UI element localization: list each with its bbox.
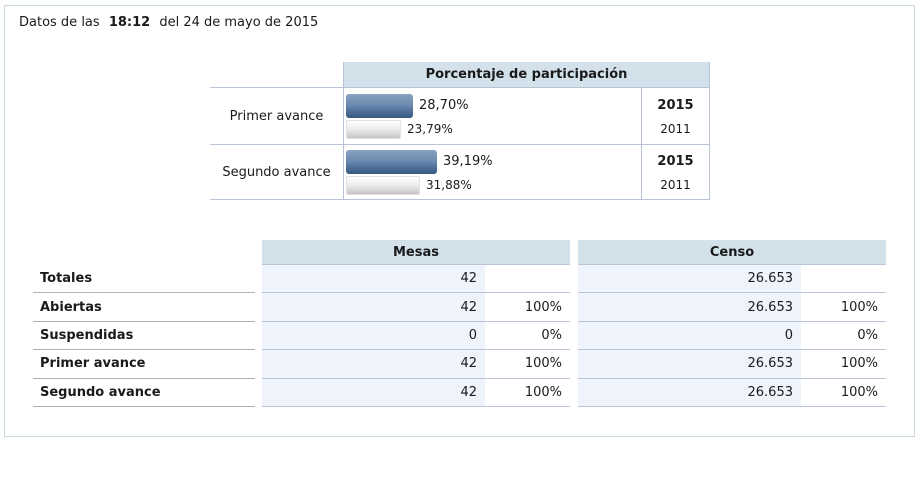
mesas-value: 0 xyxy=(262,321,485,351)
table-row: 42 100% xyxy=(262,350,570,379)
mesas-pct xyxy=(485,265,570,294)
mesas-pct: 100% xyxy=(485,350,570,379)
mesas-header: Mesas xyxy=(262,240,570,265)
year-2015-label: 2015 xyxy=(657,154,694,169)
bar-2011 xyxy=(346,119,401,139)
participation-bars: 39,19% 31,88% xyxy=(343,145,642,200)
censo-value: 26.653 xyxy=(578,350,801,379)
mesas-pct: 100% xyxy=(485,378,570,407)
table-row: 42 100% xyxy=(262,293,570,322)
censo-pct: 100% xyxy=(801,350,886,379)
mesas-value: 42 xyxy=(262,293,485,322)
bar-2015 xyxy=(346,149,437,174)
bar-value-2015: 39,19% xyxy=(443,154,493,169)
row-label-segundo-avance: Segundo avance xyxy=(33,379,255,407)
censo-pct: 0% xyxy=(801,321,886,351)
censo-value: 26.653 xyxy=(578,265,801,294)
table-row: 26.653 100% xyxy=(578,378,886,407)
row-label-totales: Totales xyxy=(33,265,255,294)
participation-row-segundo: Segundo avance 39,19% 31,88% 2015 2011 xyxy=(210,145,710,200)
censo-value: 26.653 xyxy=(578,378,801,407)
timestamp-prefix: Datos de las xyxy=(19,15,100,30)
table-row: 42 xyxy=(262,265,570,294)
bar-value-2011: 31,88% xyxy=(426,178,472,192)
timestamp-suffix: del 24 de mayo de 2015 xyxy=(159,15,319,30)
row-label-primer-avance: Primer avance xyxy=(33,350,255,379)
data-timestamp-line: Datos de las 18:12 del 24 de mayo de 201… xyxy=(19,15,318,30)
summary-row-labels: Totales Abiertas Suspendidas Primer avan… xyxy=(33,265,255,407)
table-row: 0 0% xyxy=(262,321,570,351)
censo-table: Censo 26.653 26.653 100% 0 0% 26.653 100… xyxy=(578,240,886,407)
censo-value: 26.653 xyxy=(578,293,801,322)
mesas-table: Mesas 42 42 100% 0 0% 42 100% 42 100% xyxy=(262,240,570,407)
mesas-pct: 100% xyxy=(485,293,570,322)
participation-row-primer: Primer avance 28,70% 23,79% 2015 2011 xyxy=(210,88,710,145)
results-panel: Datos de las 18:12 del 24 de mayo de 201… xyxy=(4,5,915,437)
participation-year-cell: 2015 2011 xyxy=(642,145,710,200)
censo-pct xyxy=(801,265,886,294)
bar-line-2015: 28,70% xyxy=(346,93,641,118)
mesas-value: 42 xyxy=(262,265,485,294)
table-row: 42 100% xyxy=(262,378,570,407)
censo-header: Censo xyxy=(578,240,886,265)
bar-line-2011: 23,79% xyxy=(346,119,641,139)
table-row: 26.653 100% xyxy=(578,293,886,322)
bar-line-2011: 31,88% xyxy=(346,175,641,195)
row-label-suspendidas: Suspendidas xyxy=(33,322,255,351)
year-2011-label: 2011 xyxy=(660,178,691,192)
year-2011-label: 2011 xyxy=(660,122,691,136)
table-row: 26.653 xyxy=(578,265,886,294)
participation-header-spacer xyxy=(210,62,343,88)
timestamp-time: 18:12 xyxy=(108,15,151,30)
participation-bars: 28,70% 23,79% xyxy=(343,88,642,145)
table-row: 0 0% xyxy=(578,321,886,351)
row-label-abiertas: Abiertas xyxy=(33,293,255,322)
participation-row-label: Primer avance xyxy=(210,88,343,145)
bar-2011 xyxy=(346,175,420,195)
participation-header-row: Porcentaje de participación xyxy=(210,62,710,88)
bar-line-2015: 39,19% xyxy=(346,149,641,174)
censo-pct: 100% xyxy=(801,378,886,407)
bar-2015 xyxy=(346,93,413,118)
censo-pct: 100% xyxy=(801,293,886,322)
mesas-value: 42 xyxy=(262,378,485,407)
participation-row-label: Segundo avance xyxy=(210,145,343,200)
participation-title: Porcentaje de participación xyxy=(343,62,710,88)
censo-value: 0 xyxy=(578,321,801,351)
mesas-pct: 0% xyxy=(485,321,570,351)
table-row: 26.653 100% xyxy=(578,350,886,379)
mesas-value: 42 xyxy=(262,350,485,379)
year-2015-label: 2015 xyxy=(657,98,694,113)
participation-table: Porcentaje de participación Primer avanc… xyxy=(210,62,710,200)
participation-year-cell: 2015 2011 xyxy=(642,88,710,145)
bar-value-2011: 23,79% xyxy=(407,122,453,136)
bar-value-2015: 28,70% xyxy=(419,98,469,113)
